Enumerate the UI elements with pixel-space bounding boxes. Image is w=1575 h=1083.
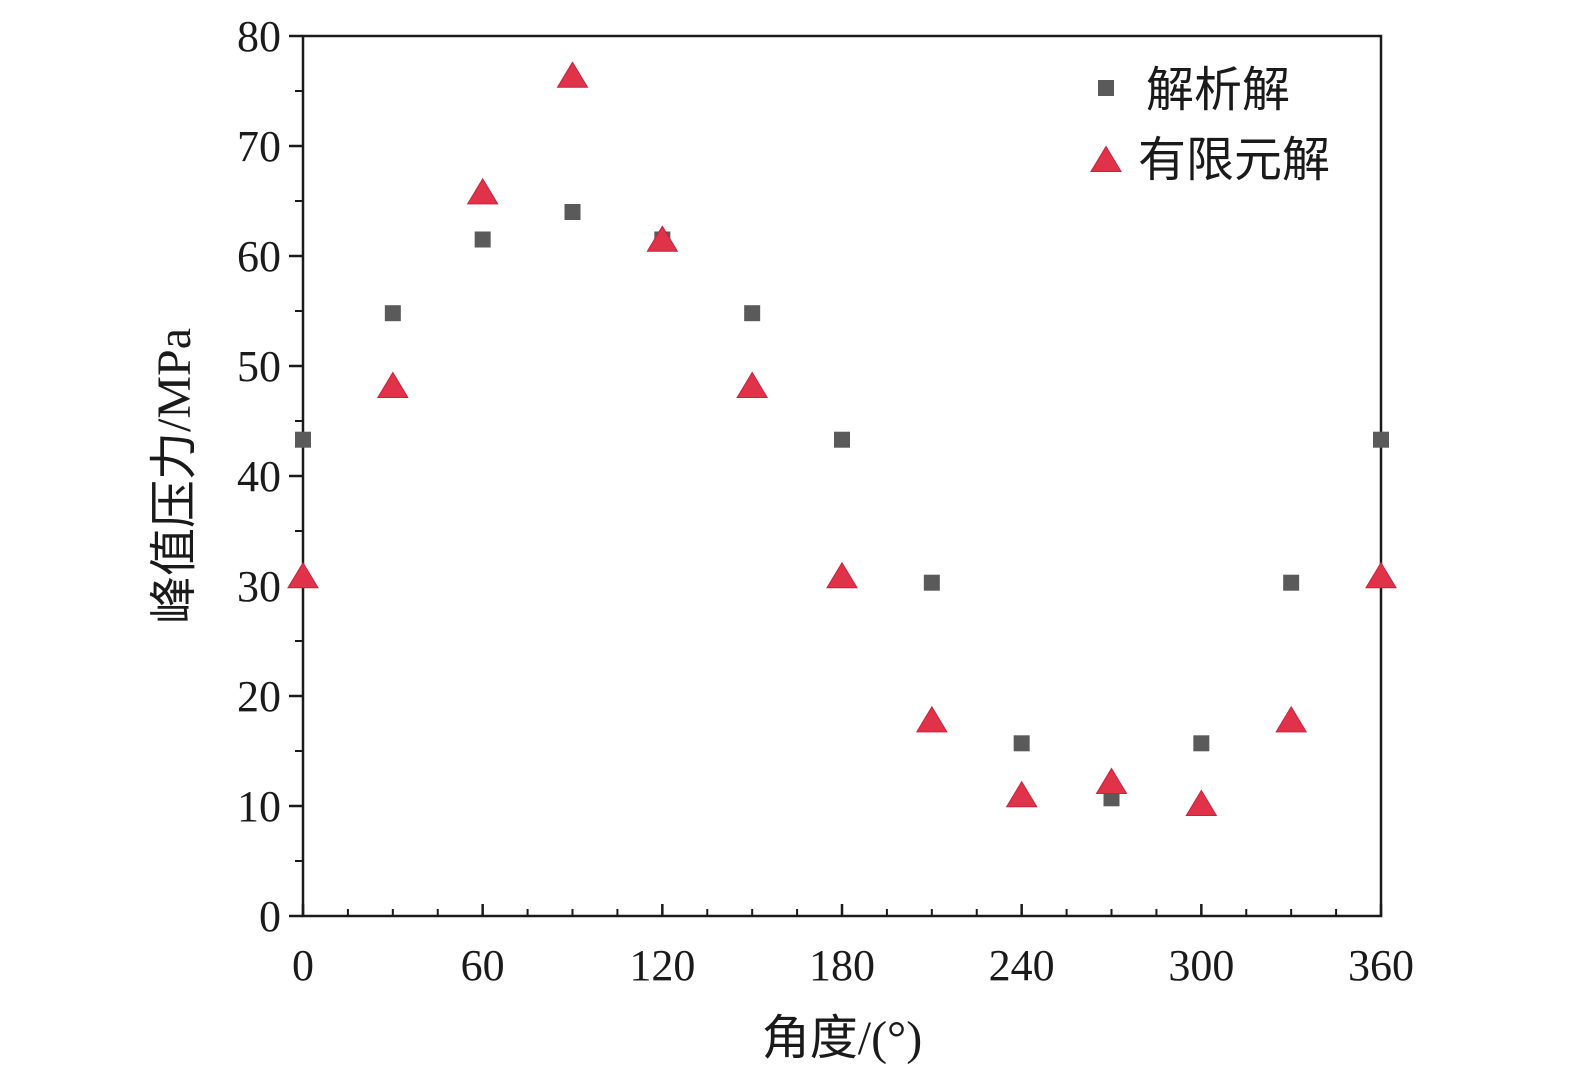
y-tick-label: 50: [237, 342, 281, 391]
data-point-analytical: [744, 305, 761, 322]
data-point-fem: [1185, 789, 1218, 816]
data-point-fem: [1095, 767, 1128, 794]
data-point-fem: [826, 561, 858, 589]
y-tick-label: 70: [237, 122, 281, 171]
axis-tick-labels: 0 60 120 180 240 300 360 0 10 20 30 40 50 60 70 80: [237, 12, 1414, 990]
x-tick-label: 60: [461, 941, 505, 990]
y-tick-label: 30: [237, 562, 281, 611]
x-tick-label: 300: [1168, 941, 1234, 990]
x-tick-label: 180: [809, 941, 875, 990]
legend-label-fem: 有限元解: [1138, 134, 1330, 187]
data-point-fem: [1365, 561, 1397, 589]
data-point-fem: [1005, 780, 1038, 808]
y-tick-label: 10: [237, 782, 281, 831]
data-point-analytical: [1103, 790, 1120, 807]
data-point-fem: [287, 561, 319, 589]
x-axis-title: 角度/(°): [762, 1012, 923, 1065]
y-tick-label: 60: [237, 232, 281, 281]
x-tick-label: 0: [292, 941, 314, 990]
y-tick-label: 20: [237, 672, 281, 721]
legend-marker-triangle: [1090, 145, 1122, 172]
legend-marker-square: [1098, 80, 1114, 96]
data-point-fem: [915, 705, 948, 733]
data-point-analytical: [1373, 431, 1389, 448]
data-point-analytical: [564, 204, 581, 220]
y-axis-title: 峰值压力/MPa: [148, 328, 201, 624]
legend: 解析解 有限元解: [1090, 64, 1330, 187]
y-tick-label: 80: [237, 12, 281, 61]
plot-frame: [301, 34, 1383, 918]
data-point-analytical: [834, 431, 850, 448]
data-marks: [287, 61, 1397, 816]
legend-label-analytical: 解析解: [1146, 64, 1290, 117]
data-point-fem: [736, 371, 769, 398]
data-point-analytical: [1283, 574, 1300, 591]
x-tick-label: 120: [629, 941, 695, 990]
data-point-analytical: [1193, 735, 1210, 752]
x-tick-label: 360: [1348, 941, 1414, 990]
data-point-analytical: [923, 574, 940, 591]
data-point-fem: [466, 177, 499, 205]
data-point-fem: [376, 371, 409, 398]
y-tick-label: 0: [259, 892, 281, 941]
data-point-analytical: [1013, 735, 1030, 752]
data-point-fem: [1275, 705, 1308, 733]
data-point-analytical: [474, 231, 491, 248]
data-point-fem: [556, 61, 589, 88]
plot-area-border: [301, 34, 1383, 918]
data-point-analytical: [295, 431, 311, 448]
data-point-analytical: [384, 305, 401, 322]
data-point-fem: [646, 225, 679, 252]
x-tick-label: 240: [989, 941, 1055, 990]
y-tick-label: 40: [237, 452, 281, 501]
